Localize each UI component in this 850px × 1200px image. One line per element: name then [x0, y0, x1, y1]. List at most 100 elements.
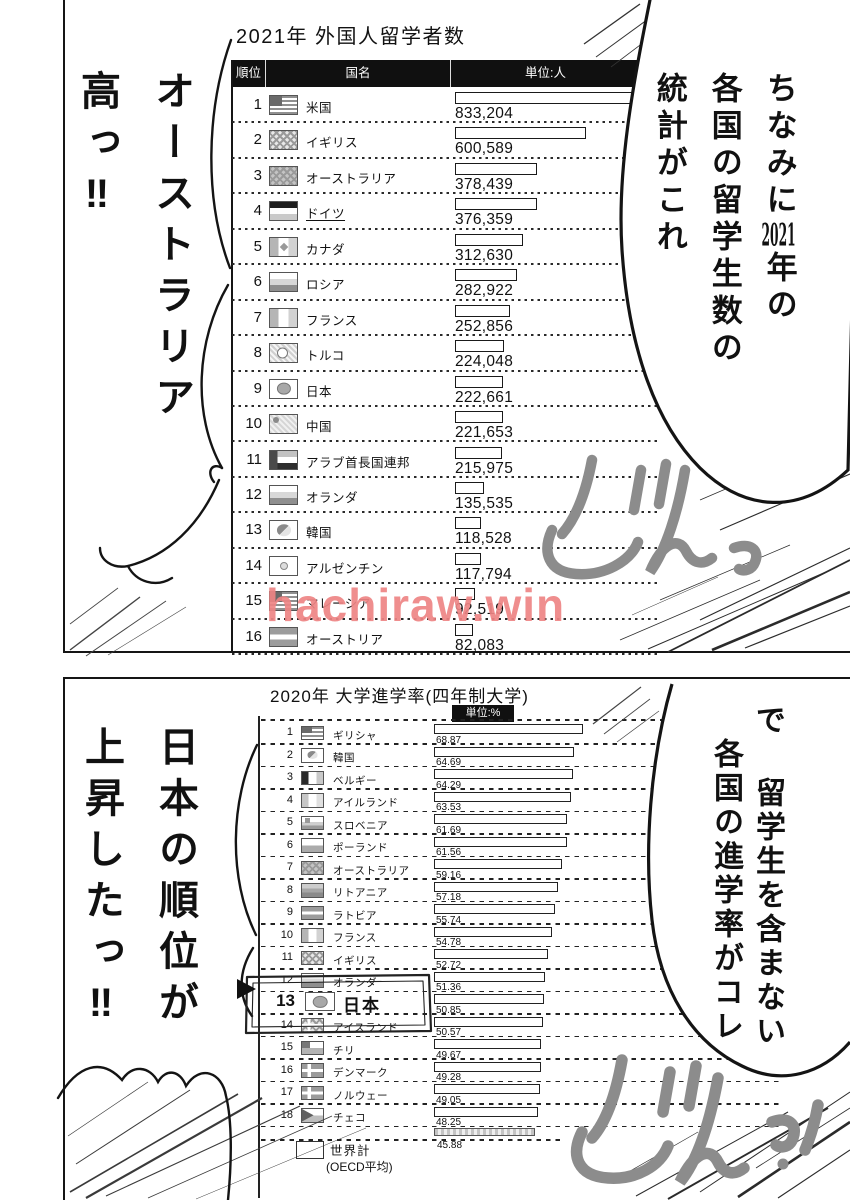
row-separator [261, 810, 782, 812]
country-name: フランス [333, 932, 377, 944]
country-name: スロベニア [333, 819, 388, 832]
country-name: イギリス [333, 954, 377, 967]
table-row: 6 ロシア 282,922 [232, 265, 658, 301]
value-bar [455, 340, 504, 353]
value-label: 282,922 [455, 282, 514, 300]
row-separator [232, 511, 658, 514]
flag-lt-icon [301, 883, 324, 898]
row-separator [261, 968, 782, 970]
value-bar [434, 926, 552, 937]
country-name: ベルギー [333, 774, 377, 787]
country-name: トルコ [306, 349, 345, 364]
rank-cell: 17 [280, 1086, 293, 1098]
value-label: 222,661 [455, 388, 514, 406]
speech-line: ちなみに2021年の [760, 72, 797, 325]
table-row: 5 スロベニア 61.69 [259, 812, 782, 836]
world-average-bar [434, 1128, 535, 1136]
country-name: オーストラリア [306, 171, 397, 186]
rank-cell: 1 [286, 726, 293, 738]
chart1-header: 順位 国名 単位:人 [232, 60, 640, 87]
table-row: 14 アルゼンチン 117,794 [232, 549, 658, 585]
chart2-axis-line [258, 716, 260, 1198]
row-separator [232, 369, 658, 372]
value-label: 215,975 [455, 459, 514, 477]
chart1-header-country: 国名 [266, 60, 451, 87]
world-row-separator [261, 1139, 561, 1141]
table-row: 4 ドイツ 376,359 [232, 194, 658, 230]
rank-cell: 3 [253, 166, 262, 184]
rank-cell: 13 [276, 991, 295, 1010]
country-name: アルゼンチン [306, 561, 384, 576]
flag-us-icon [269, 95, 298, 115]
flag-lv-icon [301, 905, 324, 920]
table-row: 4 アイルランド 63.53 [259, 790, 782, 813]
value-label: 49.67 [436, 1049, 462, 1061]
flag-uk-icon [301, 950, 324, 965]
country-name: チリ [333, 1044, 355, 1057]
value-label: 61.56 [436, 847, 462, 858]
flag-nl-icon [301, 973, 324, 988]
rank-cell: 7 [253, 308, 262, 326]
country-name: アイスランド [333, 1022, 399, 1034]
flag-cz-icon [301, 1108, 324, 1123]
value-bar [455, 411, 503, 424]
panel-1-border [63, 0, 850, 653]
value-label: 49.28 [436, 1072, 462, 1083]
value-bar [434, 814, 567, 824]
value-label: 50.57 [436, 1027, 462, 1038]
speech-line: 高っ‼ [75, 70, 119, 227]
table-row: 8 リトアニア 57.18 [259, 880, 782, 903]
rank-cell: 3 [286, 771, 293, 783]
rank-cell: 4 [286, 793, 293, 806]
value-label: 49.05 [436, 1094, 462, 1106]
rank-cell: 12 [245, 485, 262, 503]
table-row: 11 アラブ首長国連邦 215,975 [232, 443, 658, 478]
exclamation-text-left-1: オーストラリア 高っ‼ [60, 70, 208, 460]
value-label: 48.25 [436, 1117, 462, 1128]
value-bar [455, 162, 537, 175]
value-bar [455, 127, 586, 140]
rank-cell: 15 [280, 1041, 293, 1053]
row-separator [261, 788, 782, 790]
table-row: 16 デンマーク 49.28 [259, 1060, 782, 1083]
row-separator [261, 765, 782, 767]
country-name: 米国 [306, 101, 333, 115]
row-separator [261, 923, 782, 925]
chart1-axis-line [231, 60, 233, 653]
row-separator [261, 833, 782, 835]
value-bar [455, 198, 537, 211]
flag-ru-icon [269, 272, 298, 293]
country-name: 韓国 [306, 526, 333, 541]
world-legend-label: 世界計 [330, 1144, 371, 1158]
table-row: 1 米国 833,204 [232, 88, 658, 124]
flag-no-icon [301, 1085, 324, 1100]
rank-cell: 16 [245, 627, 262, 645]
table-row: 18 チェコ 48.25 [259, 1105, 782, 1128]
chart1-header-rank: 順位 [232, 60, 266, 87]
chart1-title: 2021年 外国人留学者数 [236, 26, 466, 48]
rank-cell: 8 [286, 883, 293, 896]
table-row: 12 オランダ 135,535 [232, 478, 658, 514]
rank-cell: 11 [246, 450, 262, 468]
value-label: 68.87 [436, 734, 462, 746]
rank-cell: 14 [280, 1018, 293, 1031]
value-bar [434, 769, 573, 779]
rank-cell: 6 [253, 273, 262, 291]
table-row: 6 ポーランド 61.56 [259, 835, 782, 858]
table-row: 3 ベルギー 64.29 [259, 767, 782, 791]
value-bar [434, 1039, 541, 1049]
country-name: マレーシア [306, 597, 371, 612]
flag-jp-icon [269, 378, 298, 399]
chart1-header-unit: 単位:人 [525, 66, 566, 80]
value-bar [434, 1084, 540, 1094]
value-label: 64.29 [436, 779, 462, 791]
value-bar [434, 724, 583, 734]
row-separator [232, 546, 658, 549]
value-bar [455, 623, 473, 636]
table-row: 15 マレーシア 92,519 [232, 584, 658, 620]
world-legend-sublabel: (OECD平均) [326, 1160, 393, 1174]
country-name: ドイツ [306, 207, 346, 222]
flag-ae-icon [269, 449, 298, 470]
value-label: 221,653 [455, 424, 514, 442]
value-label: 376,359 [455, 211, 514, 229]
